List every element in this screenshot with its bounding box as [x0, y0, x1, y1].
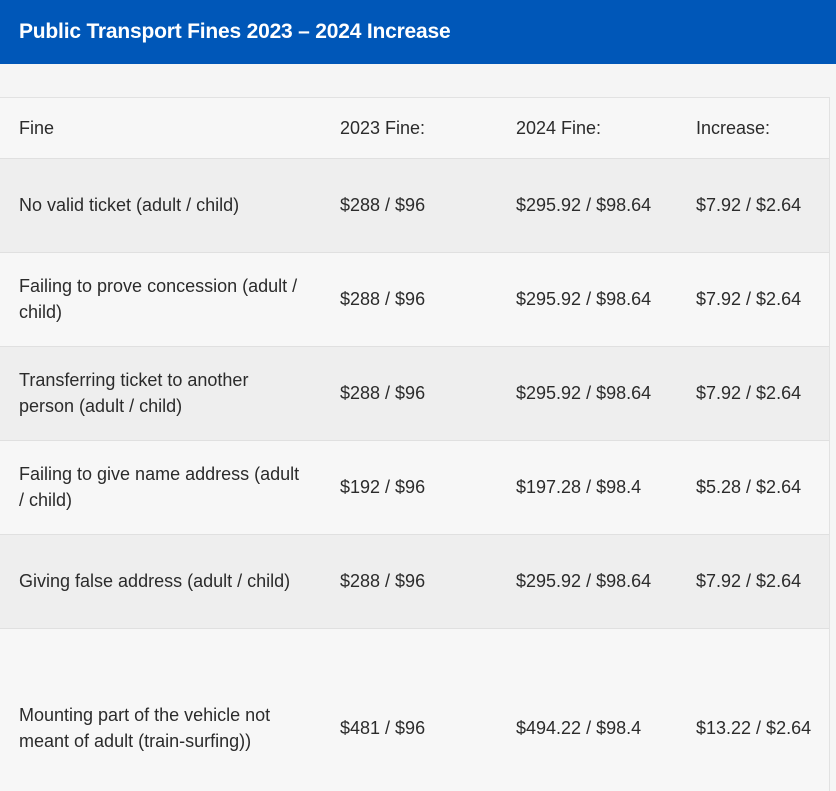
table-row: Failing to give name address (adult / ch…	[0, 440, 829, 535]
fine-2023-cell: $288 / $96	[321, 158, 497, 253]
fine-name-cell: No valid ticket (adult / child)	[0, 158, 321, 253]
table-row: No valid ticket (adult / child) $288 / $…	[0, 158, 829, 253]
fine-2024-cell: $494.22 / $98.4	[497, 628, 677, 791]
increase-cell: $7.92 / $2.64	[677, 158, 829, 253]
table-row: Mounting part of the vehicle not meant o…	[0, 628, 829, 791]
fine-2024-cell: $295.92 / $98.64	[497, 346, 677, 441]
fine-2024-cell: $295.92 / $98.64	[497, 252, 677, 347]
page-title: Public Transport Fines 2023 – 2024 Incre…	[0, 0, 836, 64]
increase-cell: $7.92 / $2.64	[677, 346, 829, 441]
column-header-fine: Fine	[0, 98, 321, 159]
increase-cell: $5.28 / $2.64	[677, 440, 829, 535]
fine-2023-cell: $481 / $96	[321, 628, 497, 791]
fines-table: Fine 2023 Fine: 2024 Fine: Increase: No …	[0, 98, 829, 791]
fine-2023-cell: $288 / $96	[321, 534, 497, 629]
fine-2024-cell: $295.92 / $98.64	[497, 158, 677, 253]
table-row: Failing to prove concession (adult / chi…	[0, 252, 829, 347]
table-row: Transferring ticket to another person (a…	[0, 346, 829, 441]
fine-2024-cell: $295.92 / $98.64	[497, 534, 677, 629]
fine-name-cell: Mounting part of the vehicle not meant o…	[0, 628, 321, 791]
fine-2023-cell: $192 / $96	[321, 440, 497, 535]
increase-cell: $7.92 / $2.64	[677, 252, 829, 347]
increase-cell: $7.92 / $2.64	[677, 534, 829, 629]
increase-cell: $13.22 / $2.64	[677, 628, 829, 791]
column-header-increase: Increase:	[677, 98, 829, 159]
column-header-2023-fine: 2023 Fine:	[321, 98, 497, 159]
fine-name-cell: Failing to give name address (adult / ch…	[0, 440, 321, 535]
fine-2023-cell: $288 / $96	[321, 252, 497, 347]
fine-2024-cell: $197.28 / $98.4	[497, 440, 677, 535]
table-row: Giving false address (adult / child) $28…	[0, 534, 829, 629]
fine-name-cell: Transferring ticket to another person (a…	[0, 346, 321, 441]
table-header-row: Fine 2023 Fine: 2024 Fine: Increase:	[0, 98, 829, 159]
fine-2023-cell: $288 / $96	[321, 346, 497, 441]
fines-table-container: Fine 2023 Fine: 2024 Fine: Increase: No …	[0, 97, 830, 791]
column-header-2024-fine: 2024 Fine:	[497, 98, 677, 159]
fine-name-cell: Giving false address (adult / child)	[0, 534, 321, 629]
fine-name-cell: Failing to prove concession (adult / chi…	[0, 252, 321, 347]
